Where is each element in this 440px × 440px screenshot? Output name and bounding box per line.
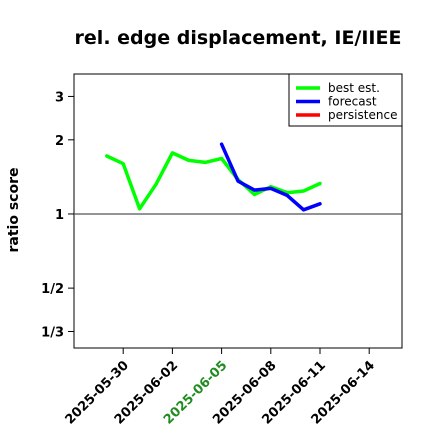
y-tick-label: 3	[55, 90, 64, 105]
plot-frame	[73, 73, 403, 349]
legend-label: best est.	[328, 81, 380, 95]
y-tick-label: 1/2	[41, 282, 64, 297]
chart-title: rel. edge displacement, IE/IIEE	[75, 27, 402, 49]
series-line-best-est	[105, 151, 322, 211]
series-line-forecast	[219, 142, 322, 212]
y-tick-label: 1	[55, 208, 64, 223]
legend-label: forecast	[328, 95, 377, 109]
y-tick-label: 1/3	[41, 326, 64, 341]
y-axis-label: ratio score	[6, 168, 22, 253]
legend-label: persistence	[328, 108, 397, 122]
y-tick-label: 2	[55, 134, 64, 149]
